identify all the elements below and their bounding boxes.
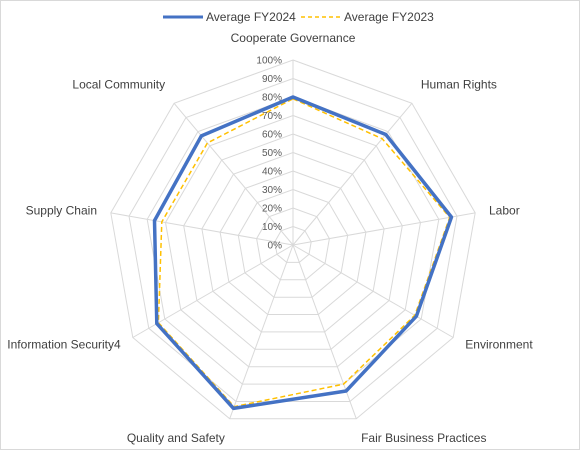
- category-label-7: Supply Chain: [26, 203, 97, 217]
- legend: Average FY2024 Average FY2023: [163, 10, 434, 24]
- grid-ring-5: [201, 151, 385, 333]
- series-line-0: [152, 95, 454, 411]
- grid-ring-7: [164, 114, 422, 368]
- legend-label-fy2023: Average FY2023: [344, 10, 434, 24]
- category-label-2: Labor: [489, 203, 520, 217]
- tick-label-10: 100%: [256, 56, 282, 67]
- grid-ring-9: [128, 77, 458, 402]
- grid-spoke-1: [292, 102, 413, 246]
- tick-label-3: 30%: [262, 185, 282, 196]
- tick-label-0: 0%: [268, 241, 283, 252]
- tick-label-7: 70%: [262, 111, 282, 122]
- grid-spoke-5: [229, 244, 294, 419]
- category-label-3: Environment: [465, 338, 533, 352]
- category-label-6: Information Security4: [7, 338, 121, 352]
- category-label-8: Local Community: [72, 78, 165, 92]
- category-label-1: Human Rights: [421, 78, 497, 92]
- tick-label-8: 80%: [262, 93, 282, 104]
- grid-ring-3: [237, 188, 349, 298]
- category-label-4: Fair Business Practices: [361, 431, 486, 445]
- grid-spoke-2: [292, 212, 476, 246]
- grid-ring-6: [183, 133, 403, 350]
- grid-ring-4: [219, 170, 367, 315]
- tick-label-1: 10%: [262, 222, 282, 233]
- radar-series: [152, 95, 454, 411]
- series-line-1: [157, 98, 451, 408]
- category-label-0: Cooperate Governance: [231, 31, 356, 45]
- tick-label-6: 60%: [262, 130, 282, 141]
- grid-spoke-6: [132, 244, 294, 338]
- grid-ring-10: [110, 59, 476, 420]
- tick-label-5: 50%: [262, 148, 282, 159]
- grid-ring-2: [256, 207, 330, 281]
- radar-labels: 0% 10% 20% 30% 40% 50% 60% 70% 80% 90% 100% Coopera…: [7, 31, 533, 445]
- grid-spoke-8: [173, 102, 294, 246]
- tick-label-9: 90%: [262, 74, 282, 85]
- category-label-5: Quality and Safety: [127, 431, 225, 445]
- tick-label-4: 40%: [262, 167, 282, 178]
- grid-spoke-7: [110, 212, 294, 246]
- tick-label-2: 20%: [262, 204, 282, 215]
- radar-grid: [110, 59, 476, 420]
- legend-label-fy2024: Average FY2024: [206, 10, 296, 24]
- grid-ring-1: [274, 225, 312, 263]
- grid-spoke-3: [292, 244, 454, 338]
